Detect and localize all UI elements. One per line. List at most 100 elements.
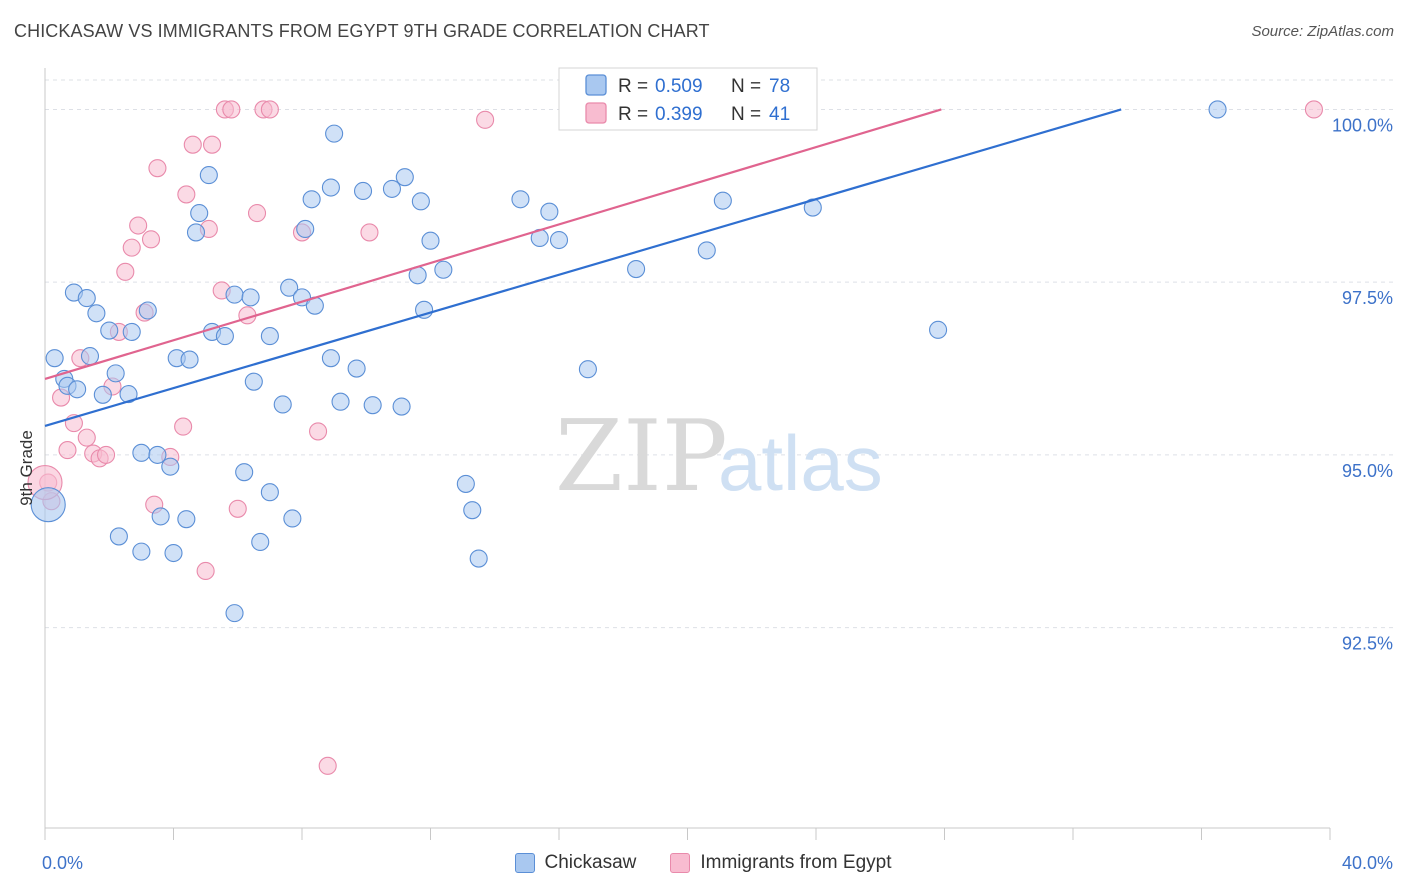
y-tick-label: 97.5% — [1342, 288, 1393, 308]
source-label: Source: ZipAtlas.com — [1251, 23, 1394, 40]
data-point — [260, 327, 279, 346]
data-point — [1208, 100, 1227, 119]
data-point — [100, 321, 119, 340]
data-point — [627, 260, 646, 279]
data-point — [58, 441, 77, 460]
bottom-legend-swatch-egypt — [670, 853, 691, 873]
data-point — [199, 166, 218, 185]
data-point — [260, 100, 279, 119]
data-point — [421, 231, 440, 250]
data-point — [148, 159, 167, 178]
data-point — [196, 561, 215, 581]
y-axis-title-group: 9th Grade — [17, 430, 36, 506]
data-point — [363, 396, 382, 415]
data-point — [129, 216, 148, 235]
data-point — [318, 756, 337, 775]
bottom-legend-item-chickasaw: Chickasaw — [514, 852, 637, 874]
data-point — [540, 202, 559, 221]
legend-swatch-chickasaw — [585, 74, 607, 96]
bottom-legend-swatch-chickasaw — [514, 853, 535, 873]
data-point — [469, 549, 488, 568]
data-point — [929, 320, 948, 339]
data-point — [235, 463, 254, 482]
data-point — [392, 397, 411, 416]
data-point — [292, 288, 312, 307]
data-point — [177, 185, 196, 204]
data-point — [119, 385, 138, 404]
watermark-zip: ZIP — [555, 400, 728, 514]
legend-r-label: R = — [618, 76, 648, 97]
data-point — [280, 278, 299, 297]
legend-swatch-egypt — [585, 102, 607, 124]
data-point — [697, 241, 716, 260]
data-point — [177, 510, 196, 529]
data-point — [190, 204, 209, 223]
data-point — [434, 260, 453, 279]
legend-r-label: R = — [618, 104, 648, 125]
data-point — [132, 542, 151, 561]
data-point — [296, 219, 315, 239]
x-tick-label: 0.0% — [42, 853, 83, 873]
data-point — [347, 359, 366, 378]
data-point — [183, 135, 202, 154]
data-point — [260, 483, 279, 502]
data-point — [382, 179, 402, 198]
trend-lines — [44, 108, 1122, 427]
data-point — [132, 443, 151, 462]
y-tick-label: 95.0% — [1342, 461, 1393, 481]
legend-n-value: 41 — [769, 104, 790, 125]
data-point — [87, 304, 106, 323]
data-point — [411, 192, 430, 211]
data-point — [273, 395, 292, 414]
data-point — [578, 360, 597, 379]
legend-n-label: N = — [731, 76, 761, 97]
data-point — [309, 422, 328, 441]
chart-title: CHICKASAW VS IMMIGRANTS FROM EGYPT 9TH G… — [14, 21, 710, 41]
data-point — [45, 349, 64, 368]
data-point — [225, 285, 244, 304]
data-point — [247, 204, 267, 223]
y-tick-label: 100.0% — [1332, 115, 1393, 135]
bottom-legend-label: Chickasaw — [544, 852, 637, 873]
data-point — [353, 181, 373, 201]
data-point — [106, 364, 125, 383]
y-axis-title: 9th Grade — [17, 430, 36, 506]
data-point — [80, 347, 100, 366]
data-point — [96, 445, 116, 464]
data-point — [321, 349, 340, 368]
data-point — [511, 190, 530, 209]
data-point — [68, 380, 87, 399]
bottom-legend-label: Immigrants from Egypt — [700, 852, 892, 873]
data-point — [225, 604, 244, 623]
data-point — [164, 543, 183, 563]
watermark: ZIP atlas — [555, 400, 883, 514]
legend: R = 0.509 N = 78 R = 0.399 N = 41 — [558, 67, 818, 131]
data-point — [109, 527, 128, 546]
data-point — [244, 372, 263, 391]
data-point — [360, 223, 379, 242]
data-point — [251, 532, 270, 552]
data-point — [456, 474, 475, 493]
data-point — [713, 191, 732, 210]
data-point — [122, 238, 141, 257]
watermark-atlas: atlas — [718, 419, 883, 507]
data-point — [148, 445, 167, 464]
data-point — [174, 417, 193, 436]
y-tick-label: 92.5% — [1342, 634, 1393, 654]
trend-line-chickasaw — [44, 108, 1122, 427]
data-point — [302, 190, 321, 209]
data-point — [151, 507, 170, 526]
data-point — [1304, 100, 1323, 119]
data-point — [549, 230, 569, 250]
data-point — [203, 135, 222, 154]
data-point — [141, 230, 161, 249]
data-point — [241, 288, 260, 307]
series-chickasaw — [30, 100, 1227, 623]
data-point — [476, 110, 495, 129]
legend-r-value: 0.399 — [655, 104, 703, 125]
data-point — [325, 124, 344, 143]
data-point — [30, 487, 66, 523]
data-point — [395, 168, 414, 187]
data-point — [138, 301, 157, 320]
